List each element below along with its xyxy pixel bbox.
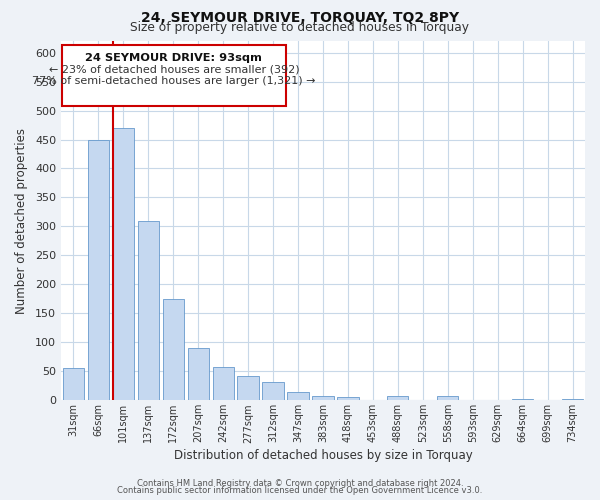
- Text: Size of property relative to detached houses in Torquay: Size of property relative to detached ho…: [131, 22, 470, 35]
- Bar: [437, 396, 458, 400]
- Bar: [88, 140, 109, 400]
- Bar: [337, 398, 359, 400]
- FancyBboxPatch shape: [62, 45, 286, 106]
- Text: 24, SEYMOUR DRIVE, TORQUAY, TQ2 8PY: 24, SEYMOUR DRIVE, TORQUAY, TQ2 8PY: [141, 11, 459, 25]
- Bar: [512, 398, 533, 400]
- Text: Contains public sector information licensed under the Open Government Licence v3: Contains public sector information licen…: [118, 486, 482, 495]
- Bar: [313, 396, 334, 400]
- Text: 24 SEYMOUR DRIVE: 93sqm: 24 SEYMOUR DRIVE: 93sqm: [85, 53, 262, 63]
- Bar: [387, 396, 409, 400]
- Bar: [63, 368, 84, 400]
- Bar: [562, 399, 583, 400]
- Bar: [188, 348, 209, 401]
- Bar: [163, 299, 184, 400]
- X-axis label: Distribution of detached houses by size in Torquay: Distribution of detached houses by size …: [173, 450, 472, 462]
- Bar: [262, 382, 284, 400]
- Bar: [287, 392, 308, 400]
- Y-axis label: Number of detached properties: Number of detached properties: [15, 128, 28, 314]
- Text: 77% of semi-detached houses are larger (1,321) →: 77% of semi-detached houses are larger (…: [32, 76, 316, 86]
- Bar: [137, 220, 159, 400]
- Text: Contains HM Land Registry data © Crown copyright and database right 2024.: Contains HM Land Registry data © Crown c…: [137, 478, 463, 488]
- Bar: [212, 366, 234, 400]
- Text: ← 23% of detached houses are smaller (392): ← 23% of detached houses are smaller (39…: [49, 65, 299, 75]
- Bar: [113, 128, 134, 400]
- Bar: [238, 376, 259, 400]
